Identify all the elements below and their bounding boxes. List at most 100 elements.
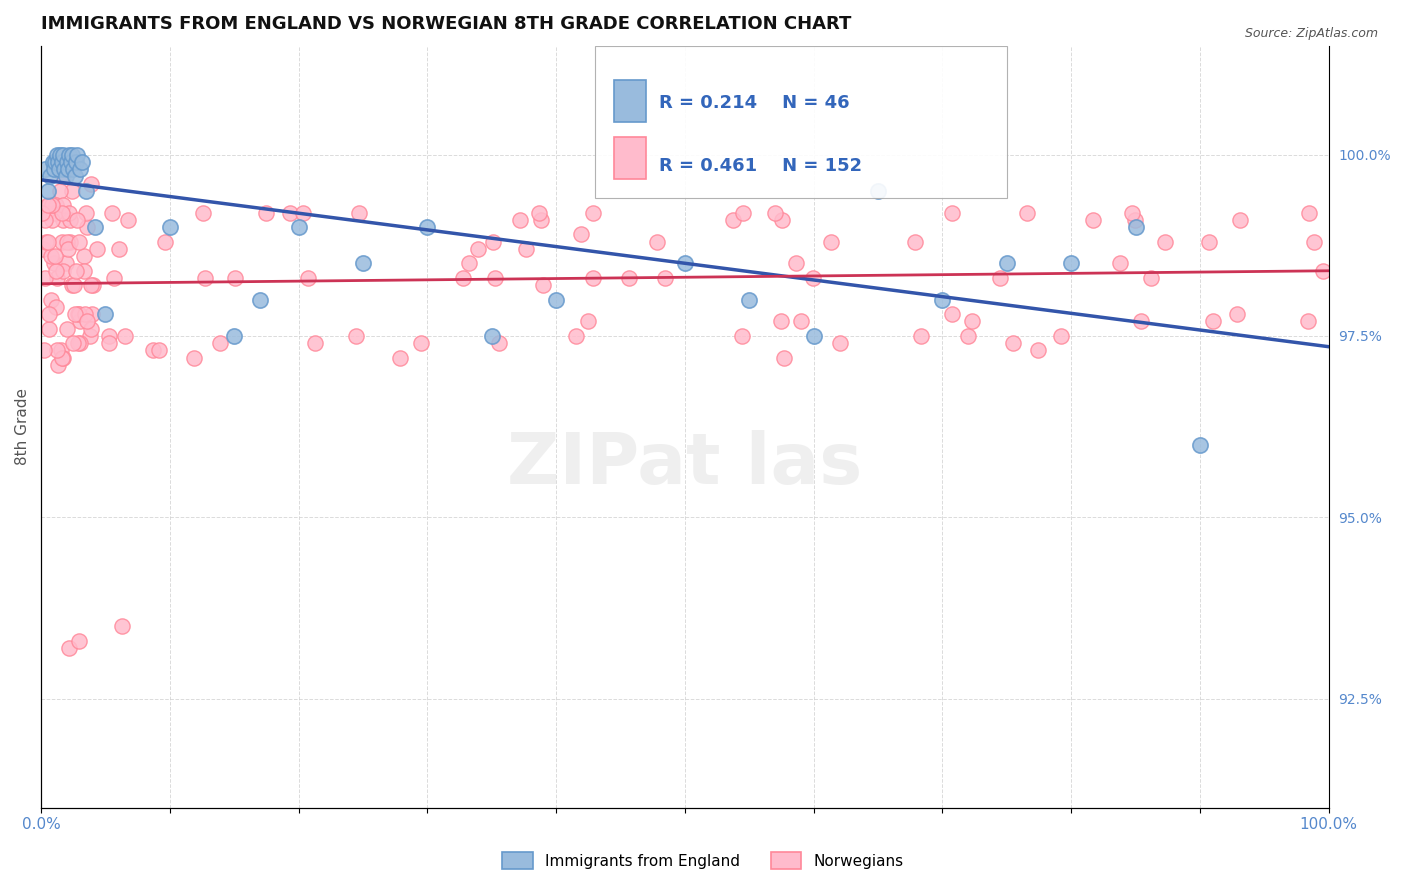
- Point: [224, 271, 246, 285]
- Point: [66, 307, 89, 321]
- Point: [1026, 343, 1049, 358]
- Point: [484, 271, 506, 285]
- Point: [48, 358, 70, 372]
- Point: [66, 336, 89, 351]
- Point: [62, 162, 84, 177]
- Point: [41, 198, 63, 212]
- Point: [69, 336, 91, 351]
- Point: [457, 256, 479, 270]
- Point: [49, 343, 72, 358]
- Point: [941, 205, 963, 219]
- Point: [988, 271, 1011, 285]
- Point: [60, 278, 83, 293]
- Point: [49, 147, 72, 161]
- Point: [52, 212, 75, 227]
- Point: [183, 351, 205, 365]
- Point: [254, 205, 277, 219]
- Point: [72, 154, 94, 169]
- Point: [55, 321, 77, 335]
- Point: [1202, 314, 1225, 328]
- Point: [304, 336, 326, 351]
- Point: [46, 343, 69, 358]
- Point: [94, 307, 117, 321]
- Point: [37, 184, 59, 198]
- Point: [995, 256, 1018, 270]
- Point: [1121, 205, 1143, 219]
- Point: [44, 154, 66, 169]
- Point: [41, 154, 63, 169]
- Point: [721, 212, 744, 227]
- Point: [1139, 271, 1161, 285]
- Point: [801, 271, 824, 285]
- Point: [569, 227, 592, 242]
- Point: [1123, 212, 1146, 227]
- Point: [38, 307, 60, 321]
- Point: [59, 154, 82, 169]
- Point: [297, 271, 319, 285]
- Point: [60, 184, 83, 198]
- Point: [75, 307, 97, 321]
- Point: [1303, 235, 1326, 249]
- Point: [34, 212, 56, 227]
- Point: [770, 314, 793, 328]
- Point: [772, 351, 794, 365]
- Point: [80, 177, 103, 191]
- Point: [224, 329, 246, 343]
- Point: [1125, 220, 1147, 235]
- Point: [51, 351, 73, 365]
- Point: [803, 329, 825, 343]
- Point: [1017, 205, 1039, 219]
- Y-axis label: 8th Grade: 8th Grade: [15, 388, 30, 465]
- Point: [1198, 235, 1220, 249]
- Point: [67, 307, 90, 321]
- Text: ZIPat las: ZIPat las: [508, 430, 862, 500]
- Point: [527, 205, 550, 219]
- Point: [117, 212, 139, 227]
- Point: [820, 235, 842, 249]
- Point: [287, 220, 309, 235]
- Point: [1312, 263, 1334, 277]
- Point: [37, 198, 59, 212]
- Point: [249, 293, 271, 307]
- Point: [208, 336, 231, 351]
- Point: [34, 343, 56, 358]
- Point: [56, 242, 79, 256]
- FancyBboxPatch shape: [614, 80, 647, 122]
- Point: [110, 619, 132, 633]
- Point: [45, 198, 67, 212]
- Point: [730, 329, 752, 343]
- Point: [159, 220, 181, 235]
- Point: [67, 633, 90, 648]
- Point: [1153, 235, 1175, 249]
- Point: [1129, 314, 1152, 328]
- Point: [291, 205, 314, 219]
- Point: [910, 329, 932, 343]
- Point: [51, 205, 73, 219]
- Point: [1060, 256, 1083, 270]
- Point: [451, 271, 474, 285]
- Point: [142, 343, 165, 358]
- Point: [114, 329, 136, 343]
- Point: [42, 256, 65, 270]
- Point: [389, 351, 412, 365]
- Point: [962, 314, 984, 328]
- Point: [349, 205, 371, 219]
- Point: [39, 169, 62, 184]
- Point: [35, 205, 58, 219]
- Point: [38, 198, 60, 212]
- Point: [42, 162, 65, 177]
- Point: [576, 314, 599, 328]
- Point: [44, 205, 66, 219]
- Point: [55, 169, 77, 184]
- Point: [565, 329, 588, 343]
- Point: [101, 205, 124, 219]
- Point: [1229, 212, 1251, 227]
- Point: [79, 278, 101, 293]
- Point: [69, 162, 91, 177]
- Point: [76, 314, 98, 328]
- Point: [153, 235, 176, 249]
- Point: [830, 336, 852, 351]
- Text: IMMIGRANTS FROM ENGLAND VS NORWEGIAN 8TH GRADE CORRELATION CHART: IMMIGRANTS FROM ENGLAND VS NORWEGIAN 8TH…: [41, 15, 852, 33]
- Point: [488, 336, 510, 351]
- Point: [866, 184, 889, 198]
